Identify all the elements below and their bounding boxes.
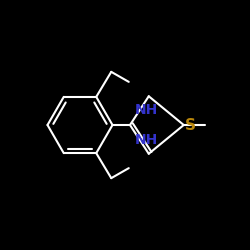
Text: S: S — [185, 118, 196, 132]
Text: NH: NH — [134, 102, 158, 117]
Text: NH: NH — [134, 134, 158, 147]
